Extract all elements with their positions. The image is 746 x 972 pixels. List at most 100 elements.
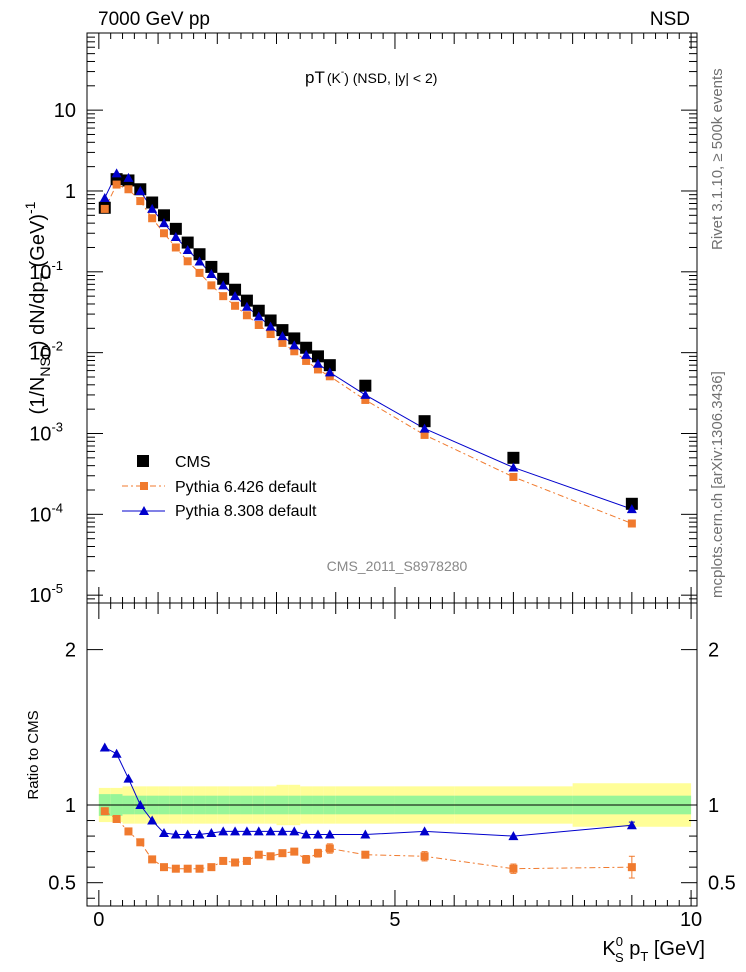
pythia6-data-point xyxy=(266,330,275,339)
cms-data-point xyxy=(311,350,324,363)
legend-pythia8-label: Pythia 8.308 default xyxy=(175,503,317,520)
x-tick-label: 0 xyxy=(93,909,104,931)
ratio-pythia6-point xyxy=(254,850,263,859)
ratio-pythia6-point xyxy=(290,847,299,856)
cms-data-point xyxy=(181,236,194,249)
pythia8-data-point xyxy=(206,268,217,278)
plot-title-sub: (K xyxy=(327,70,342,86)
plot-title-sup: - xyxy=(341,67,344,78)
ratio-pythia6-point xyxy=(100,807,109,816)
ratio-pythia6-point xyxy=(219,856,228,865)
ratio-pythia6-point xyxy=(112,814,121,823)
ratio-pythia8-point xyxy=(419,826,430,836)
header-left: 7000 GeV pp xyxy=(98,9,210,30)
main-series-layer xyxy=(98,168,638,528)
main-x-axis-ticks xyxy=(98,33,692,603)
pythia8-data-point xyxy=(99,192,110,202)
ratio-pythia6-point xyxy=(420,852,429,861)
main-y-tick-label: 1 xyxy=(65,181,76,203)
ratio-pythia8-point xyxy=(360,829,371,839)
ratio-pythia8-point xyxy=(99,742,110,752)
ratio-y-tick-label-right: 2 xyxy=(708,640,719,662)
analysis-watermark: CMS_2011_S8978280 xyxy=(327,558,468,574)
pythia6-data-point xyxy=(159,229,168,238)
rivet-label: Rivet 3.1.10, ≥ 500k events xyxy=(709,68,726,250)
pythia8-data-point xyxy=(182,245,193,255)
ratio-series-layer xyxy=(99,742,637,879)
pythia8-data-point xyxy=(253,311,264,321)
cms-data-point xyxy=(300,341,313,354)
ratio-pythia6-point xyxy=(148,855,157,864)
main-y-axis-label: (1/NNSD) dN/dpT (GeV)-1 xyxy=(22,201,53,414)
ratio-pythia8-point xyxy=(312,829,323,839)
main-y-tick-label-exp: -3 xyxy=(51,419,63,434)
main-y-tick-label-base: 10 xyxy=(29,423,51,445)
plot-title-main: pT xyxy=(305,68,325,87)
ratio-pythia8-point xyxy=(277,826,288,836)
main-y-tick-label: 10 xyxy=(54,100,76,122)
ratio-pythia6-point xyxy=(124,827,133,836)
x-axis-label-sup: 0 xyxy=(616,934,623,949)
cms-data-point xyxy=(418,415,431,428)
pythia6-data-point xyxy=(148,214,157,223)
ratio-pythia8-point xyxy=(265,826,276,836)
pythia6-data-point xyxy=(112,180,121,189)
ratio-pythia8-point xyxy=(111,748,122,758)
main-y-tick-label-base: 10 xyxy=(29,585,51,607)
pythia6-data-point xyxy=(100,204,109,213)
pythia8-data-point xyxy=(135,185,146,195)
pythia6-data-point xyxy=(136,197,145,206)
legend-pythia6-label: Pythia 6.426 default xyxy=(175,479,317,496)
cms-data-point xyxy=(169,222,182,235)
legend-cms-marker xyxy=(137,455,149,467)
pythia8-data-point xyxy=(123,172,134,182)
ratio-pythia8-point xyxy=(182,829,193,839)
pythia8-data-point xyxy=(158,218,169,228)
pythia6-data-point xyxy=(290,347,299,356)
legend-cms-label: CMS xyxy=(175,454,211,471)
ratio-pythia8-point xyxy=(253,826,264,836)
main-y-tick-label: 10-2 xyxy=(29,339,63,365)
ratio-frame xyxy=(86,602,698,907)
main-y-tick-label-base: 10 xyxy=(54,100,76,122)
ratio-pythia8-point xyxy=(301,829,312,839)
x-axis-label-unit: [GeV] xyxy=(648,938,705,960)
cms-data-point xyxy=(193,248,206,261)
ratio-y-tick-label-left: 0.5 xyxy=(48,873,76,895)
x-tick-label: 5 xyxy=(389,909,400,931)
mcplots-label: mcplots.cern.ch [arXiv:1306.3436] xyxy=(709,371,726,598)
ratio-pythia6-point xyxy=(627,863,636,872)
ratio-pythia6-point xyxy=(278,849,287,858)
cms-data-point xyxy=(288,332,301,345)
pythia8-data-point xyxy=(301,349,312,359)
main-y-tick-label: 10-3 xyxy=(29,419,63,445)
pythia8-data-point xyxy=(419,423,430,433)
ratio-pythia6-point xyxy=(509,864,518,873)
ratio-x-axis-ticks: 0 5 10 xyxy=(93,603,702,931)
pythia8-data-point xyxy=(111,168,122,178)
cms-data-point xyxy=(205,260,218,273)
pythia8-data-point xyxy=(312,358,323,368)
pythia8-data-point xyxy=(194,256,205,266)
ratio-panel: 0.5 0.51 12 2 0 5 10 Ratio to CMS K0 S pT [GeV… xyxy=(25,602,736,965)
ratio-y-tick-label-left: 1 xyxy=(65,795,76,817)
main-y-tick-label-base: 10 xyxy=(29,262,51,284)
ratio-pythia6-point xyxy=(266,852,275,861)
ratio-pythia8-point xyxy=(324,829,335,839)
main-y-tick-label-base: 10 xyxy=(29,504,51,526)
pythia6-data-point xyxy=(627,519,636,528)
ratio-pythia8-point xyxy=(206,827,217,837)
main-y-tick-label: 10-1 xyxy=(29,258,63,284)
x-axis-label-rest: p xyxy=(624,938,641,960)
ratio-pythia6-point xyxy=(207,863,216,872)
cms-data-point xyxy=(276,324,289,337)
ratio-pythia8-point xyxy=(218,826,229,836)
ratio-y-tick-label-right: 0.5 xyxy=(708,873,736,895)
ratio-pythia6-point xyxy=(171,864,180,873)
main-y-tick-label: 10-5 xyxy=(29,581,63,607)
main-y-tick-label: 10-4 xyxy=(29,500,63,526)
main-y-tick-label-exp: -5 xyxy=(51,581,63,596)
ratio-pythia6-point xyxy=(242,856,251,865)
